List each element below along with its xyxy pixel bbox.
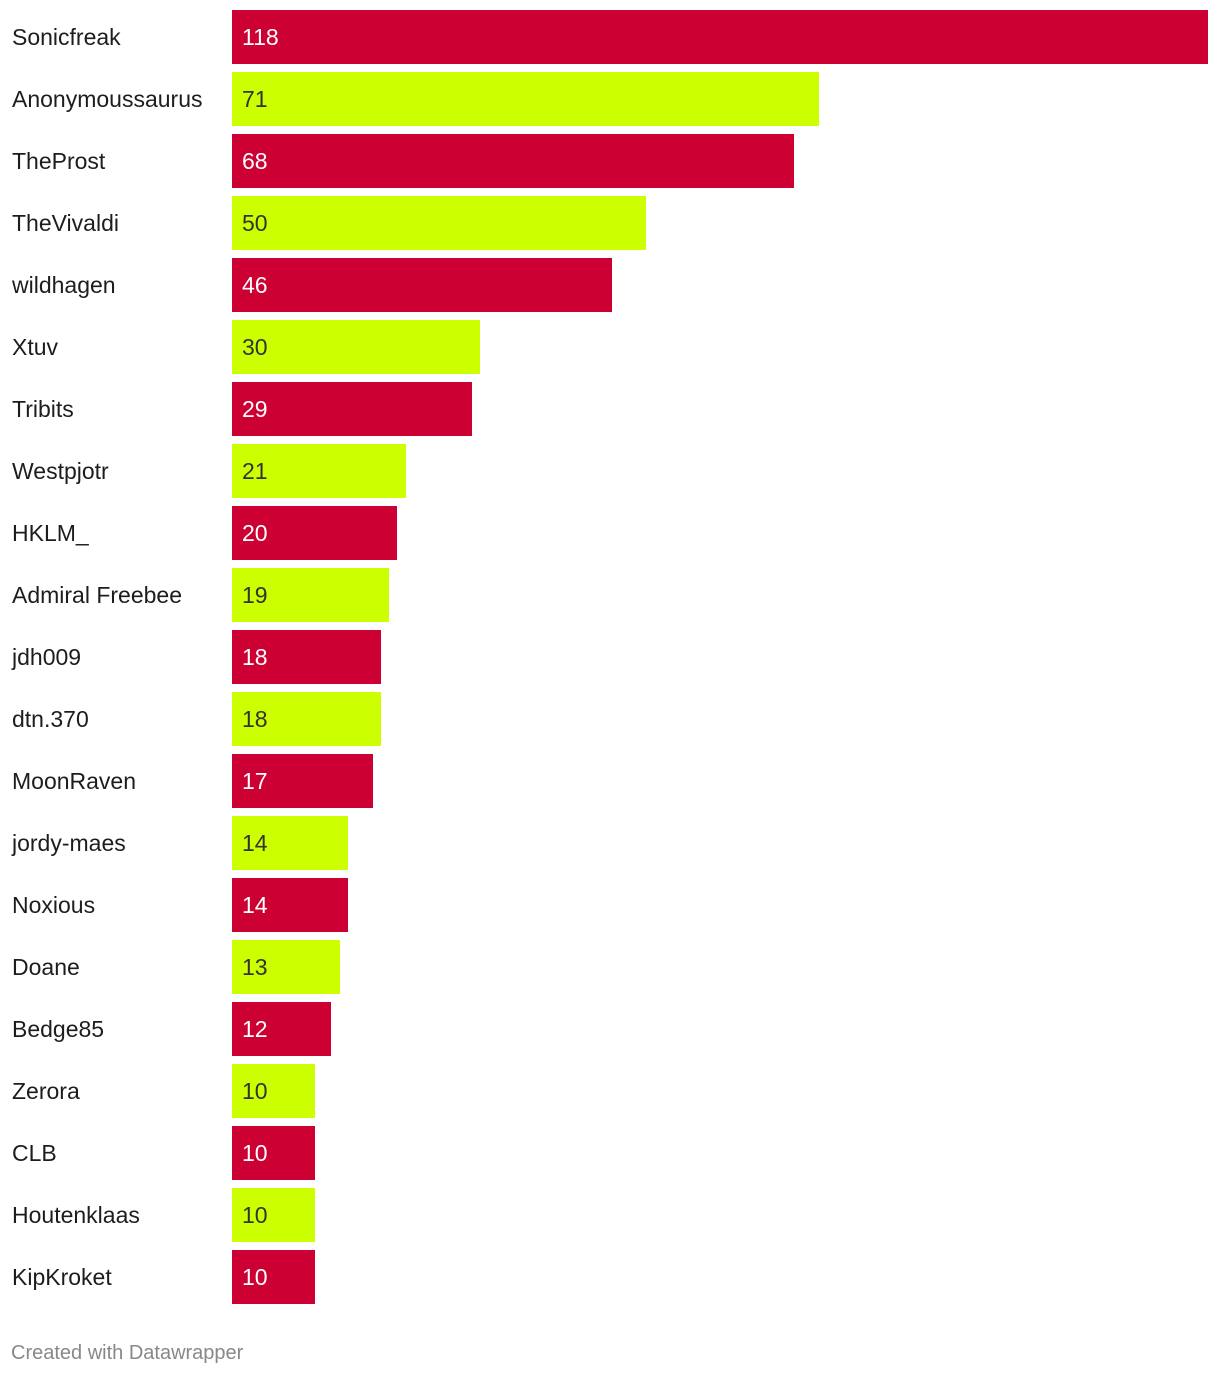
- category-label: Sonicfreak: [12, 24, 121, 50]
- bar-row: Sonicfreak 118: [0, 10, 1220, 64]
- bar: 18: [232, 630, 381, 684]
- category-label: jordy-maes: [12, 830, 126, 856]
- bar: 30: [232, 320, 480, 374]
- category-label: Noxious: [12, 892, 96, 918]
- value-label: 14: [242, 830, 268, 856]
- value-label: 18: [242, 706, 268, 732]
- category-label: dtn.370: [12, 706, 89, 732]
- bar-row: wildhagen 46: [0, 258, 1220, 312]
- bar: 14: [232, 878, 348, 932]
- bar-row: Houtenklaas 10: [0, 1188, 1220, 1242]
- category-label: Houtenklaas: [12, 1202, 140, 1228]
- category-label: CLB: [12, 1140, 57, 1166]
- value-label: 10: [242, 1140, 268, 1166]
- value-label: 13: [242, 954, 268, 980]
- bar: 71: [232, 72, 819, 126]
- bar-row: Admiral Freebee 19: [0, 568, 1220, 622]
- value-label: 18: [242, 644, 268, 670]
- bar-row: MoonRaven 17: [0, 754, 1220, 808]
- bar-row: HKLM_ 20: [0, 506, 1220, 560]
- bar: 10: [232, 1188, 315, 1242]
- bar: 13: [232, 940, 340, 994]
- bar-row: CLB 10: [0, 1126, 1220, 1180]
- category-label: Doane: [12, 954, 80, 980]
- category-label: TheProst: [12, 148, 106, 174]
- category-label: KipKroket: [12, 1264, 112, 1290]
- value-label: 19: [242, 582, 268, 608]
- bar-row: Bedge85 12: [0, 1002, 1220, 1056]
- category-label: Anonymoussaurus: [12, 86, 203, 112]
- category-label: TheVivaldi: [12, 210, 119, 236]
- bar: 68: [232, 134, 794, 188]
- bar-row: Tribits 29: [0, 382, 1220, 436]
- value-label: 118: [242, 24, 279, 50]
- bar-row: Westpjotr 21: [0, 444, 1220, 498]
- bar-row: TheVivaldi 50: [0, 196, 1220, 250]
- bar-row: dtn.370 18: [0, 692, 1220, 746]
- value-label: 12: [242, 1016, 268, 1042]
- bar: 50: [232, 196, 646, 250]
- bar: 10: [232, 1126, 315, 1180]
- category-label: Tribits: [12, 396, 74, 422]
- value-label: 68: [242, 148, 268, 174]
- bar-row: Anonymoussaurus 71: [0, 72, 1220, 126]
- category-label: Westpjotr: [12, 458, 109, 484]
- value-label: 10: [242, 1264, 268, 1290]
- value-label: 50: [242, 210, 268, 236]
- value-label: 20: [242, 520, 268, 546]
- value-label: 71: [242, 86, 268, 112]
- value-label: 46: [242, 272, 268, 298]
- category-label: Zerora: [12, 1078, 80, 1104]
- bar: 17: [232, 754, 373, 808]
- bar: 118: [232, 10, 1208, 64]
- bar: 46: [232, 258, 612, 312]
- bar: 21: [232, 444, 406, 498]
- bar-row: Doane 13: [0, 940, 1220, 994]
- bar: 20: [232, 506, 397, 560]
- bar: 18: [232, 692, 381, 746]
- bar: 19: [232, 568, 389, 622]
- value-label: 14: [242, 892, 268, 918]
- category-label: HKLM_: [12, 520, 89, 546]
- bar: 10: [232, 1250, 315, 1304]
- value-label: 29: [242, 396, 268, 422]
- bar-row: Zerora 10: [0, 1064, 1220, 1118]
- bar: 14: [232, 816, 348, 870]
- bar: 12: [232, 1002, 331, 1056]
- bar-row: Noxious 14: [0, 878, 1220, 932]
- value-label: 10: [242, 1078, 268, 1104]
- bar-row: KipKroket 10: [0, 1250, 1220, 1304]
- bar: 10: [232, 1064, 315, 1118]
- bar-chart: Sonicfreak 118 Anonymoussaurus 71 TheProst 68…: [0, 10, 1220, 1304]
- category-label: Admiral Freebee: [12, 582, 183, 608]
- datawrapper-credit: Created with Datawrapper: [11, 1342, 244, 1364]
- bar: 29: [232, 382, 472, 436]
- bar-row: jordy-maes 14: [0, 816, 1220, 870]
- category-label: jdh009: [12, 644, 82, 670]
- bar-row: jdh009 18: [0, 630, 1220, 684]
- category-label: wildhagen: [12, 272, 116, 298]
- value-label: 21: [242, 458, 268, 484]
- category-label: MoonRaven: [12, 768, 137, 794]
- value-label: 17: [242, 768, 268, 794]
- bar-row: TheProst 68: [0, 134, 1220, 188]
- value-label: 10: [242, 1202, 268, 1228]
- category-label: Bedge85: [12, 1016, 105, 1042]
- value-label: 30: [242, 334, 268, 360]
- bar-row: Xtuv 30: [0, 320, 1220, 374]
- category-label: Xtuv: [12, 334, 59, 360]
